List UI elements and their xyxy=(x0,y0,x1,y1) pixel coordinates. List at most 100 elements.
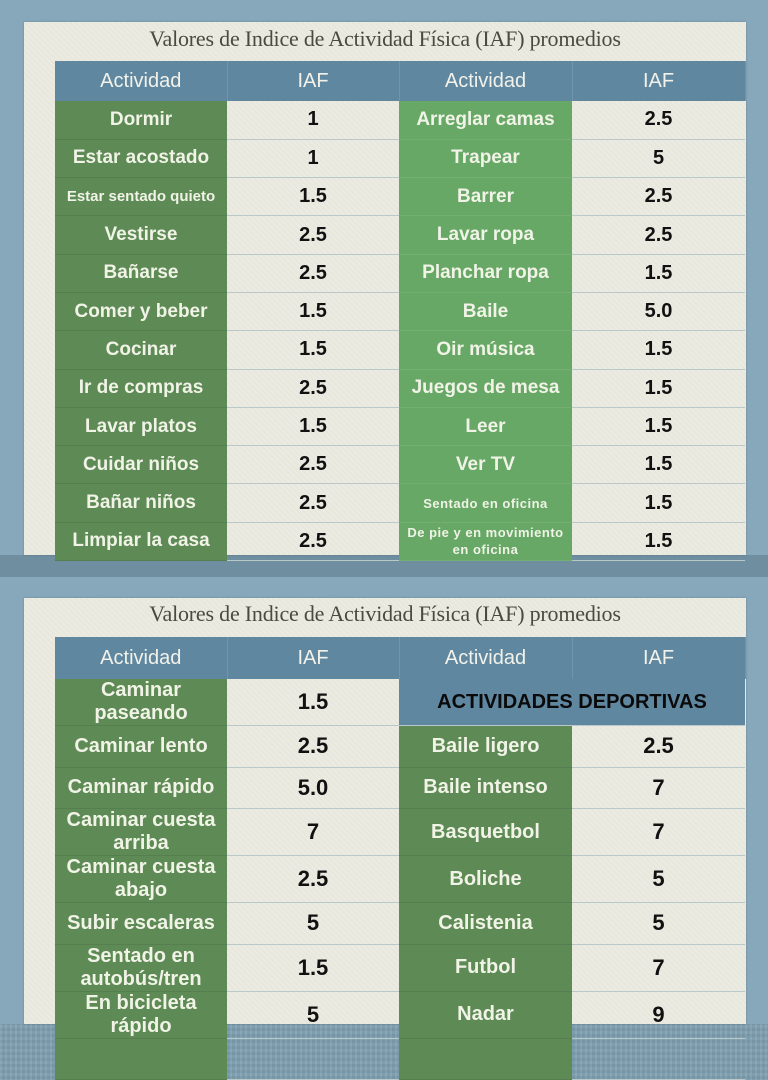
activity-cell: Bañar niños xyxy=(55,483,227,523)
slide-1-title: Valores de Indice de Actividad Física (I… xyxy=(149,26,621,51)
iaf-cell: 2.5 xyxy=(572,725,745,768)
iaf-table-2: Actividad IAF Actividad IAF Caminar pase… xyxy=(55,637,746,1080)
table-row: Caminar rápido 5.0 Baile intenso 7 xyxy=(55,767,745,810)
table-row: Vestirse 2.5 Lavar ropa 2.5 xyxy=(55,215,745,255)
iaf-cell: 1 xyxy=(227,101,399,140)
activity-cell: Estar sentado quieto xyxy=(55,177,227,217)
iaf-cell: 2.5 xyxy=(227,725,399,768)
table-row: Caminar cuesta abajo 2.5 Boliche 5 xyxy=(55,855,745,904)
activity-cell: En bicicleta rápido xyxy=(55,991,227,1039)
iaf-cell: 1.5 xyxy=(227,679,399,726)
activity-cell: Estar acostado xyxy=(55,139,227,179)
table-row: En bicicleta rápido 5 Nadar 9 xyxy=(55,991,745,1039)
iaf-cell: 5 xyxy=(572,139,745,179)
iaf-cell: 1.5 xyxy=(227,407,399,447)
activity-cell: Ver TV xyxy=(399,445,572,485)
activity-cell: Bañarse xyxy=(55,254,227,293)
iaf-cell: 1.5 xyxy=(227,944,399,992)
table-row: Bañarse 2.5 Planchar ropa 1.5 xyxy=(55,254,745,293)
activity-cell: Nadar xyxy=(399,991,572,1039)
iaf-cell: 1.5 xyxy=(572,522,745,562)
activity-cell: Subir escaleras xyxy=(55,902,227,945)
activity-cell: Arreglar camas xyxy=(399,101,572,140)
table-row: Ir de compras 2.5 Juegos de mesa 1.5 xyxy=(55,369,745,408)
table-header-row: Actividad IAF Actividad IAF xyxy=(55,637,746,679)
iaf-cell: 1.5 xyxy=(572,407,745,447)
iaf-cell: 2.5 xyxy=(572,101,745,140)
activity-cell: Baile xyxy=(399,292,572,332)
header-activity: Actividad xyxy=(55,61,228,101)
iaf-cell: 2.5 xyxy=(227,254,399,293)
section-heading-sports: ACTIVIDADES DEPORTIVAS xyxy=(399,679,745,726)
iaf-cell: 1.5 xyxy=(227,177,399,217)
activity-cell: Caminar paseando xyxy=(55,679,227,726)
iaf-cell xyxy=(227,1038,399,1080)
activity-cell: Limpiar la casa xyxy=(55,522,227,562)
header-activity: Actividad xyxy=(399,61,573,101)
iaf-cell: 5.0 xyxy=(227,767,399,810)
table-row: Dormir 1 Arreglar camas 2.5 xyxy=(55,101,745,140)
activity-cell: Sentado en autobús/tren xyxy=(55,944,227,992)
iaf-cell: 5 xyxy=(227,991,399,1039)
activity-cell: Cuidar niños xyxy=(55,445,227,485)
iaf-cell: 5 xyxy=(572,902,745,945)
activity-cell: Leer xyxy=(399,407,572,447)
table-row: Cocinar 1.5 Oir música 1.5 xyxy=(55,330,745,370)
activity-cell: Baile ligero xyxy=(399,725,572,768)
table-row: Estar acostado 1 Trapear 5 xyxy=(55,139,745,179)
activity-cell: Dormir xyxy=(55,101,227,140)
iaf-cell: 2.5 xyxy=(227,522,399,562)
table-row: Sentado en autobús/tren 1.5 Futbol 7 xyxy=(55,944,745,992)
iaf-cell xyxy=(572,1038,745,1080)
header-activity: Actividad xyxy=(55,637,228,679)
iaf-cell: 2.5 xyxy=(227,215,399,255)
activity-cell: Vestirse xyxy=(55,215,227,255)
activity-cell: Caminar rápido xyxy=(55,767,227,810)
iaf-cell: 2.5 xyxy=(227,483,399,523)
iaf-cell: 1 xyxy=(227,139,399,179)
iaf-cell: 9 xyxy=(572,991,745,1039)
activity-cell: Oir música xyxy=(399,330,572,370)
activity-cell xyxy=(399,1038,572,1080)
activity-cell: Planchar ropa xyxy=(399,254,572,293)
iaf-cell: 7 xyxy=(572,808,745,857)
table-header-row: Actividad IAF Actividad IAF xyxy=(55,61,746,101)
iaf-cell: 7 xyxy=(572,944,745,992)
activity-cell: Basquetbol xyxy=(399,808,572,857)
iaf-cell: 7 xyxy=(227,808,399,857)
header-iaf: IAF xyxy=(572,637,746,679)
iaf-cell: 2.5 xyxy=(227,445,399,485)
table-row: Caminar lento 2.5 Baile ligero 2.5 xyxy=(55,725,745,768)
header-iaf: IAF xyxy=(572,61,746,101)
header-iaf: IAF xyxy=(227,637,400,679)
table-row: Bañar niños 2.5 Sentado en oficina 1.5 xyxy=(55,483,745,523)
activity-cell: Trapear xyxy=(399,139,572,179)
activity-cell: De pie y en movimiento en oficina xyxy=(399,522,572,562)
table-row: Subir escaleras 5 Calistenia 5 xyxy=(55,902,745,945)
activity-cell: Caminar lento xyxy=(55,725,227,768)
table-row: Caminar paseando 1.5 ACTIVIDADES DEPORTI… xyxy=(55,679,745,726)
iaf-cell: 2.5 xyxy=(572,215,745,255)
activity-cell xyxy=(55,1038,227,1080)
activity-cell: Ir de compras xyxy=(55,369,227,408)
iaf-cell: 1.5 xyxy=(227,292,399,332)
activity-cell: Caminar cuesta arriba xyxy=(55,808,227,857)
iaf-cell: 2.5 xyxy=(572,177,745,217)
slide-2-panel: Valores de Indice de Actividad Física (I… xyxy=(24,598,746,1080)
iaf-cell: 5 xyxy=(227,902,399,945)
activity-cell: Boliche xyxy=(399,855,572,904)
activity-cell: Calistenia xyxy=(399,902,572,945)
activity-cell: Baile intenso xyxy=(399,767,572,810)
slide-1-panel: Valores de Indice de Actividad Física (I… xyxy=(24,22,746,562)
iaf-cell: 1.5 xyxy=(572,483,745,523)
iaf-cell: 5 xyxy=(572,855,745,904)
activity-cell: Lavar platos xyxy=(55,407,227,447)
activity-cell: Futbol xyxy=(399,944,572,992)
table-row: Estar sentado quieto 1.5 Barrer 2.5 xyxy=(55,177,745,217)
slide-2-title: Valores de Indice de Actividad Física (I… xyxy=(149,601,621,626)
activity-cell: Lavar ropa xyxy=(399,215,572,255)
iaf-table-1: Actividad IAF Actividad IAF Dormir 1 Arr… xyxy=(55,61,746,562)
activity-cell: Barrer xyxy=(399,177,572,217)
activity-cell: Cocinar xyxy=(55,330,227,370)
table-row: Comer y beber 1.5 Baile 5.0 xyxy=(55,292,745,332)
